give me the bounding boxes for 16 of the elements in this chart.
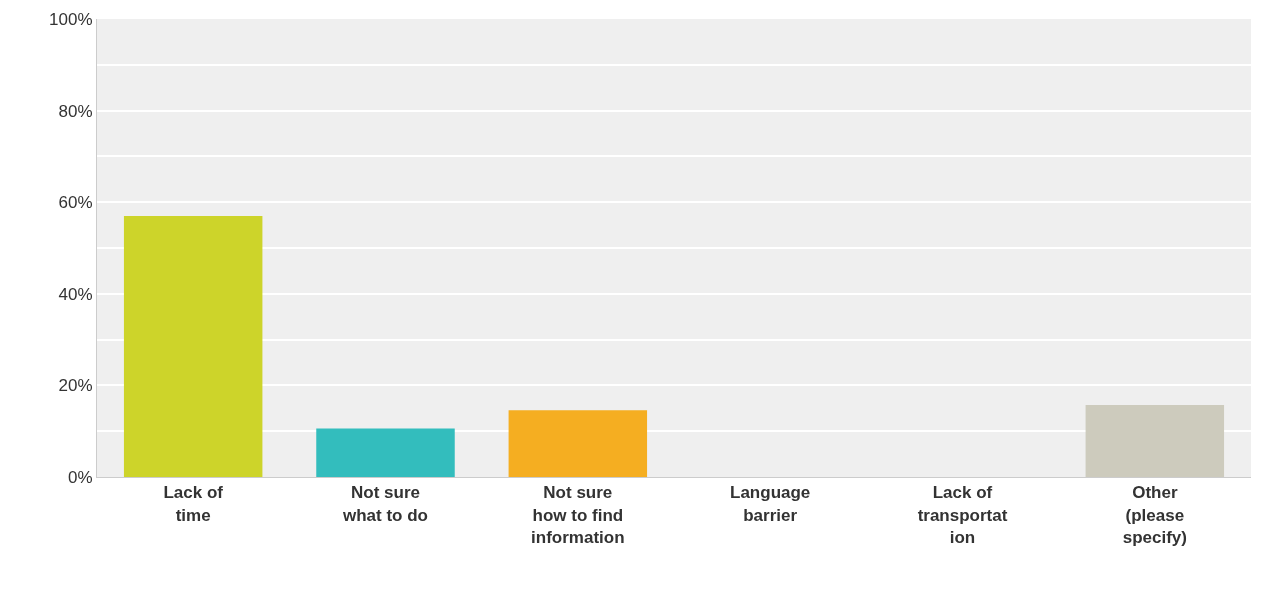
y-tick-label: 80%: [58, 101, 93, 121]
y-tick-label: 0%: [68, 467, 93, 487]
x-tick-label: Language barrier: [730, 483, 811, 525]
x-tick-label: Lack of transportat ion: [917, 483, 1008, 547]
y-tick-label: 40%: [58, 284, 93, 304]
x-tick-label: Not sure what to do: [342, 483, 428, 525]
x-tick-label: Lack of time: [163, 483, 224, 525]
bar: [508, 410, 648, 477]
y-tick-label: 100%: [49, 9, 93, 29]
x-tick-label: Not sure how to find information: [531, 483, 625, 547]
bar: [123, 215, 263, 477]
y-tick-label: 60%: [58, 193, 93, 213]
bar: [316, 428, 455, 477]
x-tick-label: Other (please specify): [1122, 483, 1187, 547]
bar: [1085, 405, 1225, 477]
y-tick-label: 20%: [58, 376, 93, 396]
